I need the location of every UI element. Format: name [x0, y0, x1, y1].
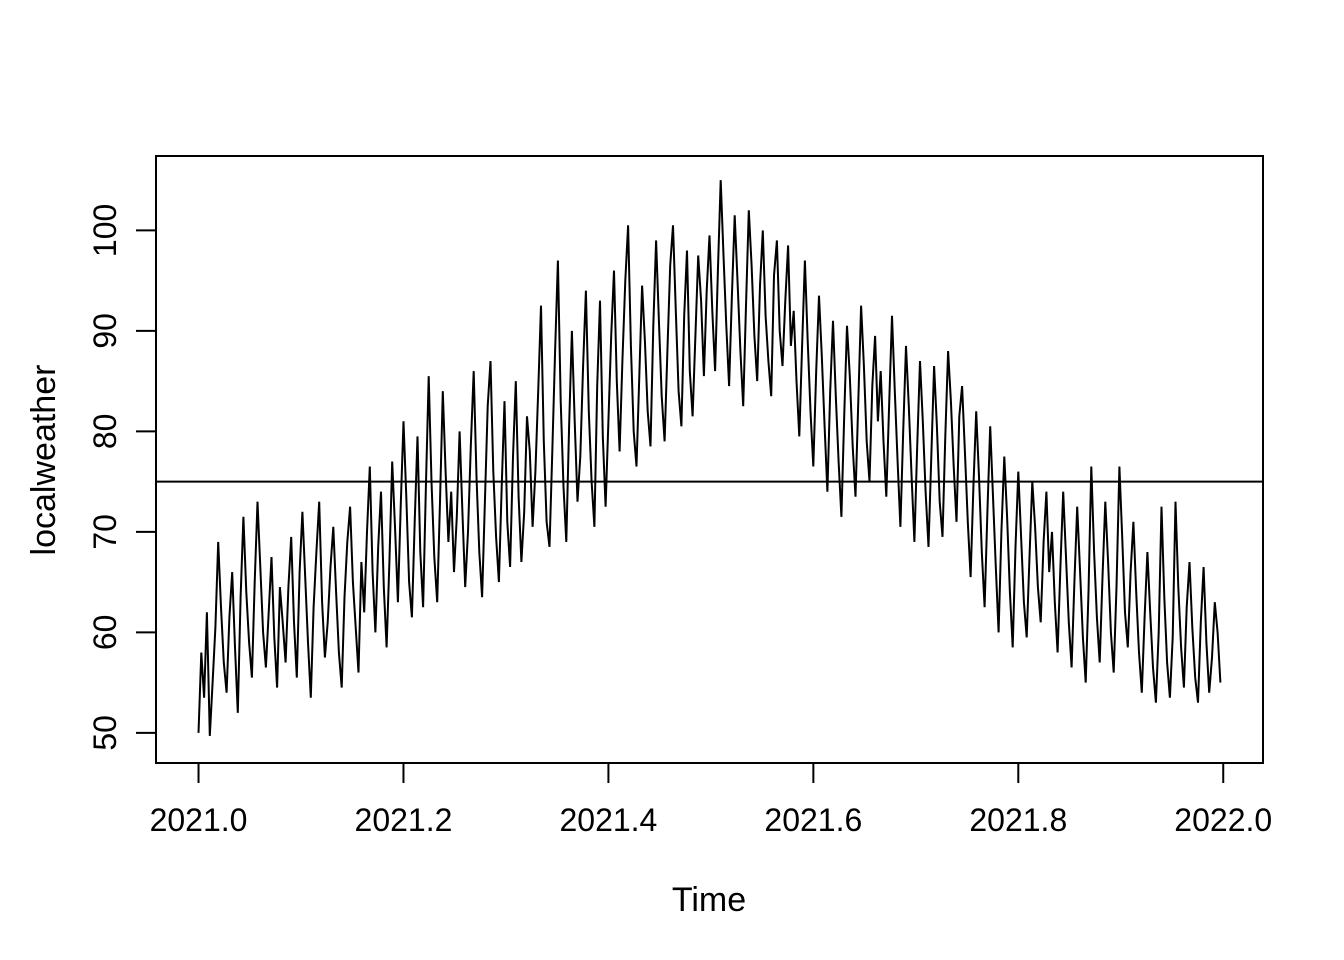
x-tick-label: 2021.2: [355, 802, 453, 838]
y-tick-label: 80: [87, 414, 123, 450]
x-tick-label: 2021.4: [559, 802, 657, 838]
x-axis: 2021.0 2021.2 2021.4 2021.6 2021.8 2022.0: [150, 763, 1272, 838]
x-tick-label: 2022.0: [1174, 802, 1272, 838]
x-tick-label: 2021.6: [764, 802, 862, 838]
y-tick-label: 50: [87, 715, 123, 751]
x-tick-label: 2021.0: [150, 802, 248, 838]
x-tick-label: 2021.8: [969, 802, 1067, 838]
y-tick-label: 90: [87, 313, 123, 349]
y-axis-title: localweather: [25, 365, 63, 556]
series-line: [197, 180, 1222, 736]
x-axis-title: Time: [672, 881, 746, 919]
plot-box: [155, 155, 1264, 764]
y-axis: 50 60 70 80 90 100: [87, 204, 156, 751]
y-tick-label: 100: [87, 204, 123, 257]
y-tick-label: 60: [87, 615, 123, 651]
y-tick-label: 70: [87, 514, 123, 550]
